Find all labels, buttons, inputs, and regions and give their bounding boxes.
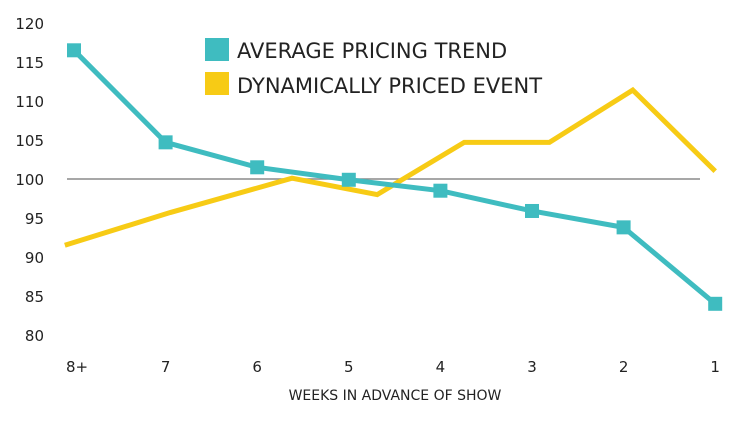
y-tick-label: 85 bbox=[25, 288, 44, 306]
data-point-marker bbox=[158, 135, 173, 150]
x-tick-label: 7 bbox=[161, 358, 171, 376]
data-point-marker bbox=[250, 160, 265, 175]
data-point-marker bbox=[616, 220, 631, 235]
x-axis: 8+ 7 6 5 4 3 2 1 bbox=[66, 358, 720, 376]
data-point-marker bbox=[433, 183, 448, 198]
series-line-dynamic bbox=[64, 86, 717, 248]
legend-label-average: AVERAGE PRICING TREND bbox=[237, 39, 507, 63]
x-tick-label: 6 bbox=[252, 358, 262, 376]
x-axis-label: WEEKS IN ADVANCE OF SHOW bbox=[289, 388, 502, 404]
y-tick-label: 115 bbox=[15, 54, 44, 72]
x-tick-label: 4 bbox=[436, 358, 446, 376]
y-tick-label: 80 bbox=[25, 327, 44, 345]
data-point-marker bbox=[708, 296, 723, 311]
legend-swatch-average bbox=[205, 38, 229, 61]
series-line-average bbox=[72, 48, 717, 306]
x-tick-label: 5 bbox=[344, 358, 354, 376]
y-tick-label: 120 bbox=[15, 15, 44, 33]
y-tick-label: 95 bbox=[25, 210, 44, 228]
y-tick-label: 100 bbox=[15, 171, 44, 189]
legend-label-dynamic: DYNAMICALLY PRICED EVENT bbox=[237, 74, 542, 98]
data-point-marker bbox=[525, 203, 539, 218]
y-tick-label: 110 bbox=[15, 93, 44, 111]
x-tick-label: 1 bbox=[710, 358, 720, 376]
x-tick-label: 2 bbox=[619, 358, 629, 376]
series-group bbox=[64, 43, 723, 311]
data-point-marker bbox=[341, 172, 356, 187]
legend: AVERAGE PRICING TREND DYNAMICALLY PRICED… bbox=[205, 38, 542, 98]
data-point-marker bbox=[67, 43, 81, 58]
x-tick-label: 8+ bbox=[66, 358, 88, 376]
y-axis: 120 115 110 105 100 95 90 85 80 bbox=[15, 15, 44, 345]
legend-swatch-dynamic bbox=[205, 72, 229, 95]
y-tick-label: 90 bbox=[25, 249, 44, 267]
x-tick-label: 3 bbox=[527, 358, 537, 376]
y-tick-label: 105 bbox=[15, 132, 44, 150]
